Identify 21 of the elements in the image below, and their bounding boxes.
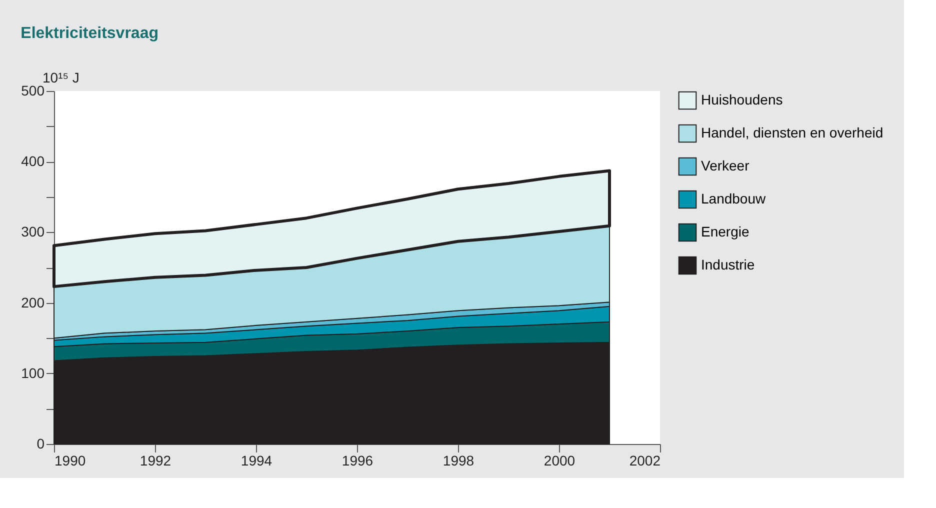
- y-tick-label: 300: [21, 224, 45, 240]
- x-tick-label: 2000: [544, 452, 576, 468]
- x-tick-label: 1994: [240, 452, 272, 468]
- legend-label: Huishoudens: [701, 92, 783, 108]
- y-tick-label: 0: [36, 436, 45, 452]
- x-tick-label: 1998: [442, 452, 474, 468]
- legend-label: Landbouw: [701, 190, 767, 206]
- legend-label: Verkeer: [701, 158, 750, 174]
- y-tick-label: 100: [21, 364, 45, 381]
- y-axis-title: 10¹⁵ J: [42, 70, 80, 86]
- chart-title: Elektriciteitsvraag: [20, 25, 158, 42]
- legend-label: Energie: [701, 224, 750, 240]
- legend-label: Industrie: [701, 256, 755, 272]
- legend-label: Handel, diensten en overheid: [701, 124, 884, 140]
- x-tick-label: 2002: [629, 452, 661, 468]
- x-tick-label: 1992: [140, 452, 172, 468]
- y-tick-label: 500: [21, 82, 45, 98]
- y-tick-label: 400: [21, 153, 45, 170]
- y-tick-label: 200: [21, 294, 45, 310]
- x-tick-label: 1996: [342, 452, 374, 468]
- x-tick-label: 1990: [54, 452, 86, 468]
